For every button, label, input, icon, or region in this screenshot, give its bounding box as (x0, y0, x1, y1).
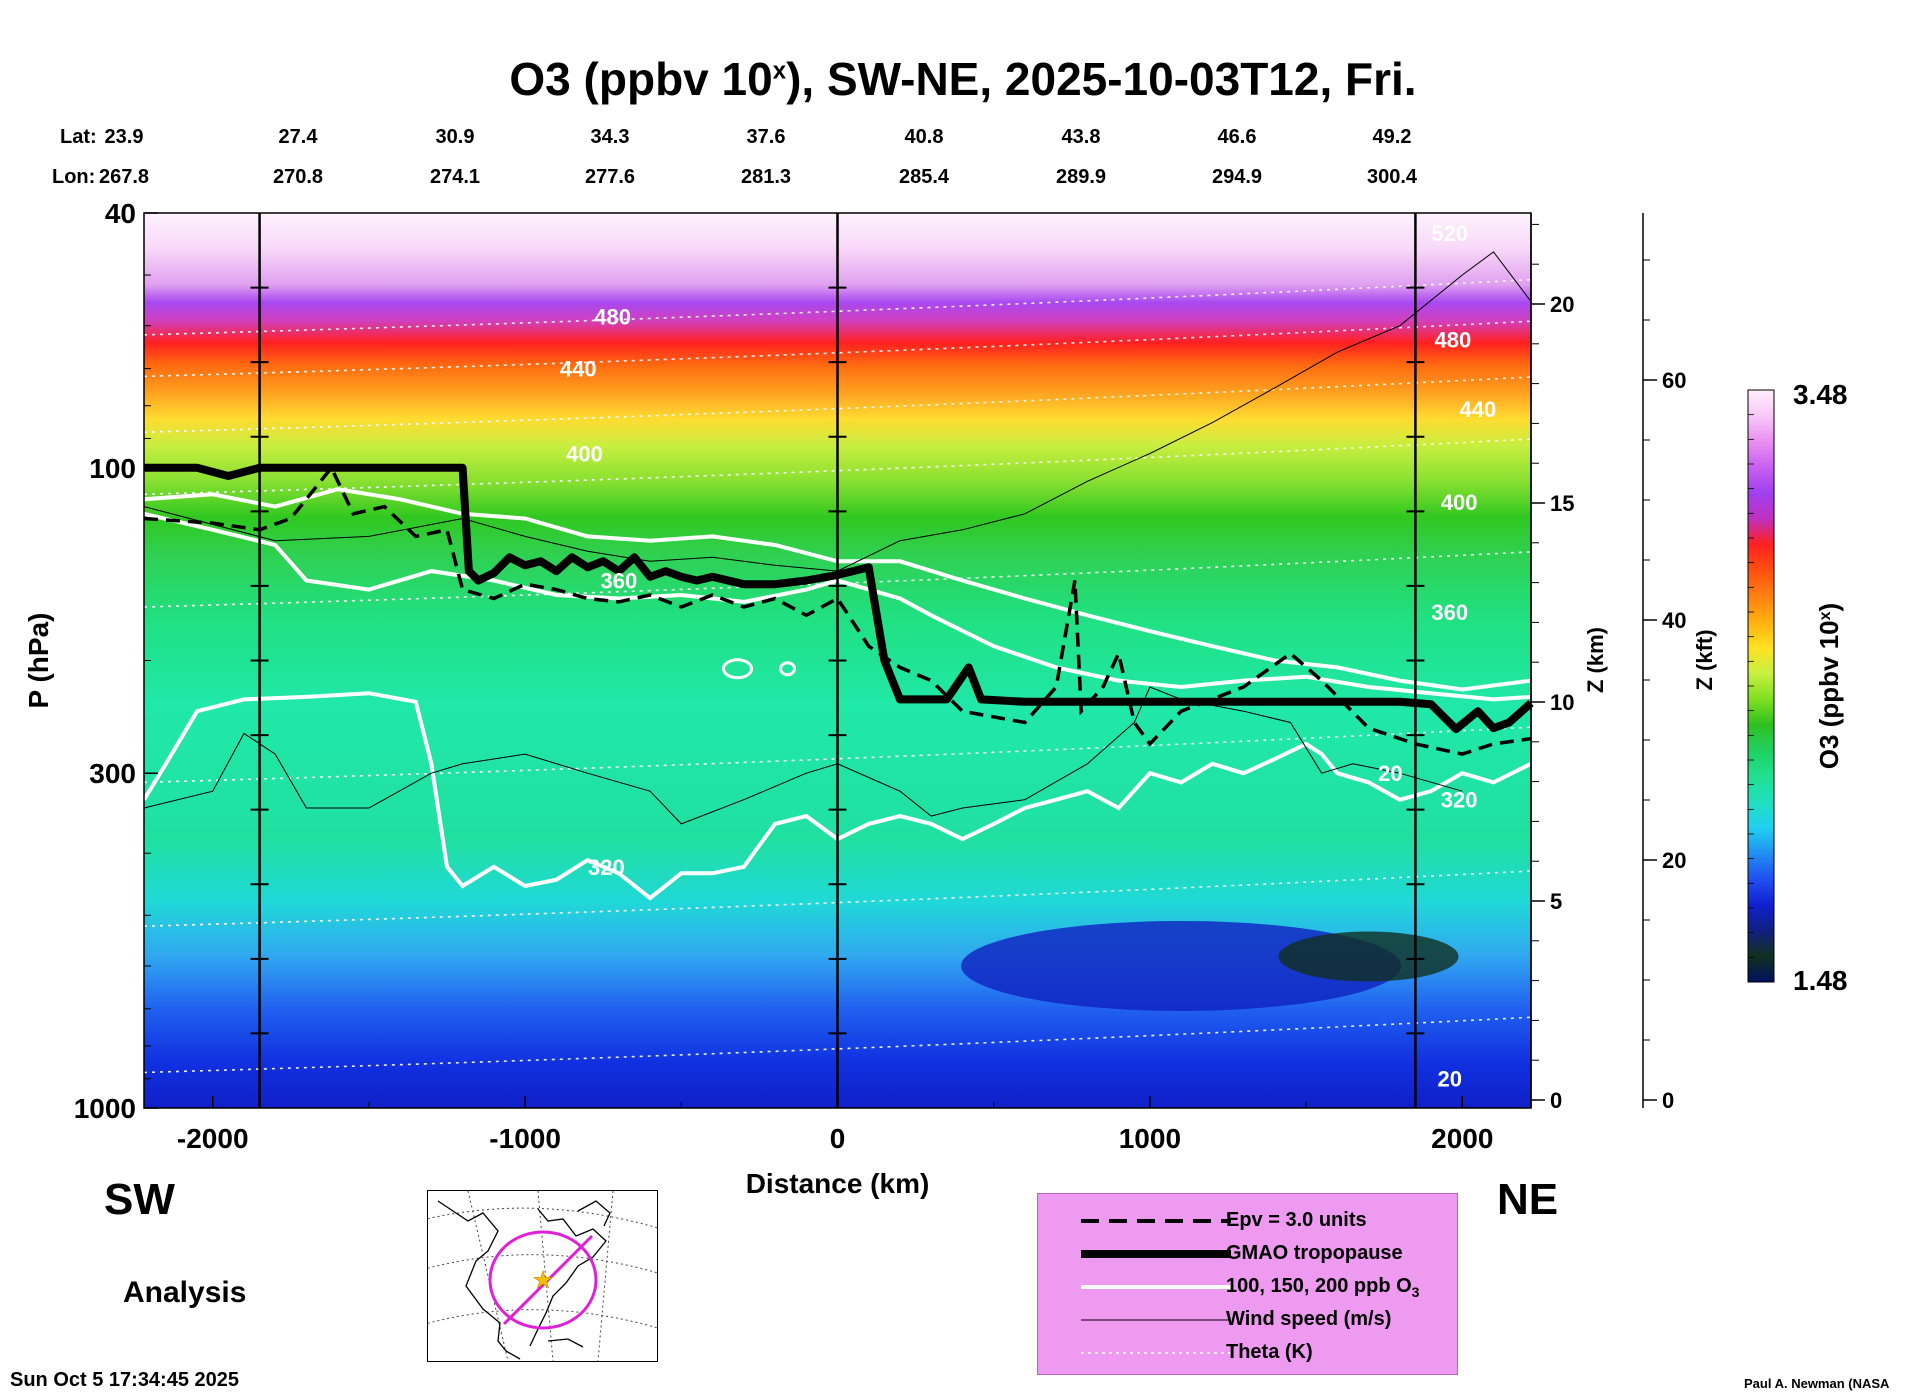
analysis-label: Analysis (123, 1276, 247, 1309)
x-tick-label: 0 (830, 1123, 846, 1154)
min-ozone-region (1278, 931, 1459, 982)
lat-value: 23.9 (104, 126, 144, 148)
theta-label: 440 (560, 357, 597, 382)
lon-value: 274.1 (429, 166, 481, 188)
colorbar-max-label: 3.48 (1793, 379, 1848, 410)
x-axis-title: Distance (km) (746, 1168, 930, 1199)
z-kft-tick-label: 60 (1662, 368, 1686, 393)
lon-value: 285.4 (898, 166, 950, 188)
x-tick-label: 1000 (1119, 1123, 1181, 1154)
legend-item-tropopause: GMAO tropopause (1081, 1242, 1403, 1264)
z-km-tick-label: 20 (1550, 292, 1574, 317)
chart-title: O3 (ppbv 10x), SW-NE, 2025-10-03T12, Fri… (509, 53, 1417, 105)
z-km-tick-label: 5 (1550, 889, 1562, 914)
x-tick-label: -2000 (177, 1123, 249, 1154)
lat-value: 30.9 (435, 126, 475, 148)
o3-contour-ring (779, 661, 797, 677)
y-tick-label: 300 (89, 758, 136, 789)
wind-speed-line (143, 251, 1532, 572)
lat-value: 27.4 (278, 126, 318, 148)
colorbar-title: O3 (ppbv 10x) (1814, 603, 1844, 769)
y-tick-label: 40 (105, 198, 136, 229)
z-kft-tick-label: 40 (1662, 608, 1686, 633)
low-ozone-region (961, 920, 1402, 1011)
direction-sw-label: SW (104, 1175, 175, 1224)
theta-label: 400 (566, 442, 603, 467)
legend-item-epv: Epv = 3.0 units (1081, 1209, 1367, 1231)
z-kft-tick-label: 0 (1662, 1088, 1674, 1113)
lon-value: 289.9 (1055, 166, 1107, 188)
z-km-tick-label: 15 (1550, 491, 1574, 516)
lon-value: 294.9 (1211, 166, 1263, 188)
lat-value: 43.8 (1061, 126, 1101, 148)
lat-value: 37.6 (746, 126, 786, 148)
theta-label: 440 (1460, 397, 1497, 422)
z-kft-tick-label: 20 (1662, 848, 1686, 873)
theta-label: 360 (1431, 600, 1468, 625)
o3-contour-100 (142, 691, 1532, 901)
z-kft-axis-title: Z (kft) (1692, 629, 1717, 690)
legend-item-wind: Wind speed (m/s) (1081, 1308, 1392, 1330)
epv-line (143, 464, 1532, 756)
theta-label: 320 (1441, 788, 1478, 813)
lon-value: 277.6 (584, 166, 636, 188)
theta-label: 20 (1378, 761, 1402, 786)
z-km-axis-title: Z (km) (1583, 627, 1608, 693)
lat-value: 49.2 (1372, 126, 1412, 148)
legend-item-theta: Theta (K) (1081, 1341, 1313, 1363)
y-tick-label: 100 (89, 453, 136, 484)
x-tick-label: -1000 (489, 1123, 561, 1154)
o3-contour-ring (722, 658, 754, 680)
lon-label: Lon: (52, 166, 96, 188)
theta-label: 480 (1435, 327, 1472, 352)
lon-value: 281.3 (740, 166, 792, 188)
lon-value: 300.4 (1366, 166, 1418, 188)
lat-value: 40.8 (904, 126, 944, 148)
theta-label: 480 (594, 304, 631, 329)
theta-label: 320 (588, 855, 625, 880)
lat-value: 46.6 (1217, 126, 1257, 148)
lon-value: 270.8 (272, 166, 324, 188)
lat-label: Lat: (60, 126, 97, 148)
theta-label: 400 (1441, 490, 1478, 515)
location-inset-map: ★ (427, 1190, 658, 1362)
tropopause-line (144, 463, 1534, 734)
y-tick-label: 1000 (74, 1093, 136, 1124)
direction-ne-label: NE (1497, 1175, 1559, 1224)
theta-label: 520 (1431, 221, 1468, 246)
z-km-tick-label: 0 (1550, 1088, 1562, 1113)
star-icon: ★ (532, 1267, 554, 1294)
lon-value: 267.8 (98, 166, 150, 188)
z-km-tick-label: 10 (1550, 690, 1574, 715)
y-axis-title: P (hPa) (23, 613, 54, 709)
colorbar-min-label: 1.48 (1793, 965, 1848, 996)
lat-value: 34.3 (590, 126, 630, 148)
theta-label: 20 (1438, 1067, 1462, 1092)
x-tick-label: 2000 (1431, 1123, 1493, 1154)
credit: Paul A. Newman (NASA (1744, 1376, 1890, 1391)
legend: Epv = 3.0 units GMAO tropopause 100, 150… (1037, 1193, 1458, 1375)
timestamp: Sun Oct 5 17:34:45 2025 (10, 1369, 240, 1391)
legend-item-o3-contours: 100, 150, 200 ppb O3 (1081, 1275, 1420, 1300)
theta-label: 360 (600, 569, 637, 594)
